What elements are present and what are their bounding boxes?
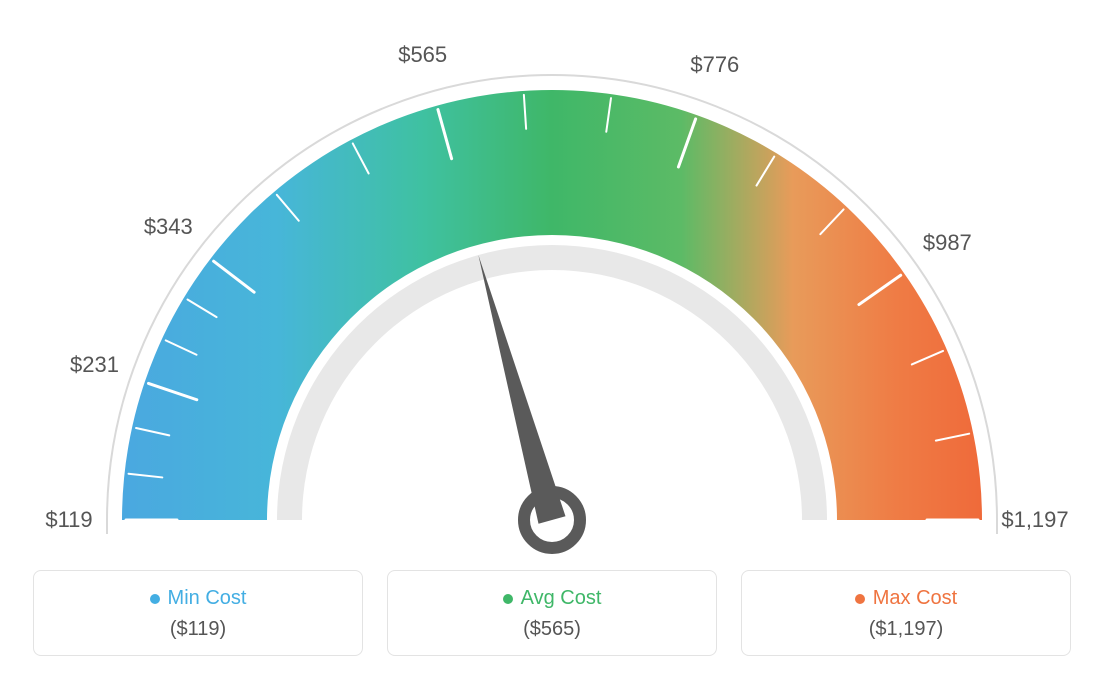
legend-card-avg: Avg Cost ($565) [387,570,717,656]
legend-dot-avg [503,594,513,604]
legend-dot-max [855,594,865,604]
legend-title-avg: Avg Cost [503,587,602,610]
gauge-tick-label: $565 [398,42,447,68]
gauge-area: $119 $231 $343 $565 $776 $987 $1,197 [0,0,1104,560]
legend-dot-min [150,594,160,604]
legend-label-min: Min Cost [168,587,247,610]
gauge-tick-label: $1,197 [1001,507,1068,533]
gauge-tick-label: $987 [923,230,972,256]
gauge-tick-label: $231 [70,352,119,378]
legend-row: Min Cost ($119) Avg Cost ($565) Max Cost… [0,570,1104,656]
gauge-svg [0,0,1104,560]
legend-value-min: ($119) [44,618,352,641]
legend-label-avg: Avg Cost [521,587,602,610]
legend-card-min: Min Cost ($119) [33,570,363,656]
gauge-tick-label: $343 [144,214,193,240]
gauge-tick-label: $776 [690,52,739,78]
legend-title-min: Min Cost [150,587,247,610]
legend-title-max: Max Cost [855,587,957,610]
legend-value-avg: ($565) [398,618,706,641]
cost-gauge-chart: $119 $231 $343 $565 $776 $987 $1,197 Min Cost … [0,0,1104,690]
legend-label-max: Max Cost [873,587,957,610]
legend-card-max: Max Cost ($1,197) [741,570,1071,656]
gauge-tick-label: $119 [45,507,92,533]
legend-value-max: ($1,197) [752,618,1060,641]
